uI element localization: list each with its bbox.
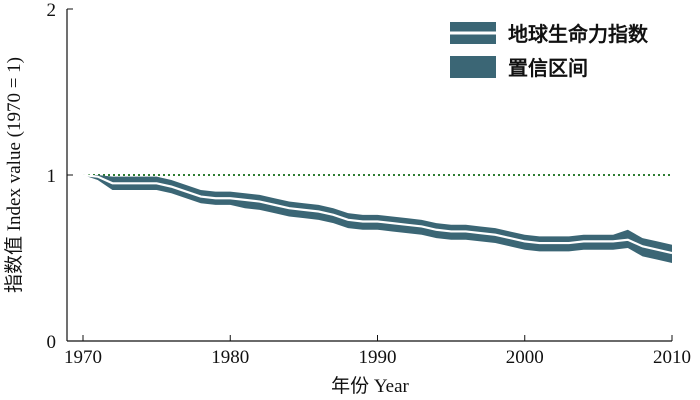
x-tick-label: 1990 <box>359 347 397 368</box>
x-tick-label: 1980 <box>211 347 249 368</box>
legend-swatch-confidence <box>450 56 496 78</box>
legend-label-index: 地球生命力指数 <box>508 22 649 46</box>
x-tick-label: 2010 <box>653 347 691 368</box>
x-axis-label: 年份 Year <box>331 375 409 397</box>
y-tick-label: 1 <box>47 166 57 187</box>
living-planet-index-line <box>82 173 673 255</box>
legend-label-confidence: 置信区间 <box>508 56 588 80</box>
y-tick-label: 0 <box>47 332 57 353</box>
x-tick-label: 2000 <box>506 347 544 368</box>
y-tick-label: 2 <box>47 0 57 21</box>
x-tick-label: 1970 <box>64 347 102 368</box>
legend: 地球生命力指数 置信区间 <box>450 22 649 80</box>
confidence-band-area <box>83 175 672 263</box>
y-axis-label: 指数值 Index value (1970 = 1) <box>3 57 25 293</box>
